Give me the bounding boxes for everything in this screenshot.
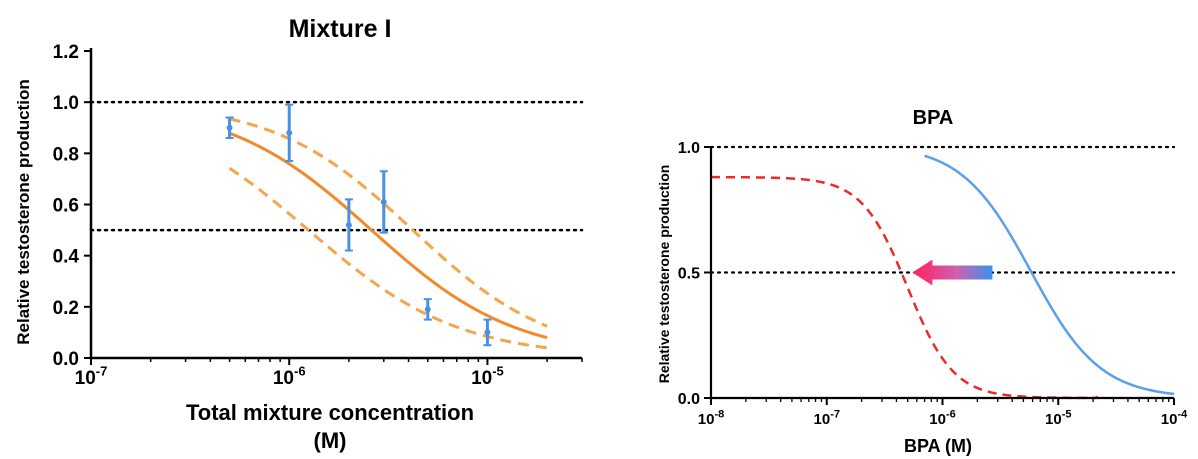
bpa-y-axis-label: Relative testosterone production xyxy=(656,165,672,384)
bpa-x-tick-label-3: 10-5 xyxy=(1045,408,1071,428)
bpa-reference-lines xyxy=(709,145,1176,274)
mixture-point-marker-1 xyxy=(286,129,293,136)
mixture-fit-line xyxy=(229,131,548,340)
mixture-data-point-1 xyxy=(285,103,294,163)
mixture-x-axis-unit: (M) xyxy=(314,428,347,453)
mixture-point-marker-3 xyxy=(380,198,387,205)
mixture-y-tick-label-1: 0.2 xyxy=(53,298,79,319)
mixture-x-tick-label-2: 10-5 xyxy=(471,363,504,389)
bpa-x-tick-label-1: 10-7 xyxy=(814,408,840,428)
bpa-x-tick-label-0: 10-8 xyxy=(698,408,724,428)
mixture-ci-upper xyxy=(229,117,548,328)
mixture-chart-title: Mixture I xyxy=(289,15,392,43)
mixture-reference-lines xyxy=(89,100,584,232)
bpa-shift-arrow-shape xyxy=(912,259,993,286)
bpa-x-tick-label-2: 10-6 xyxy=(929,408,955,428)
mixture-x-tick-label-1: 10-6 xyxy=(273,363,306,389)
bpa-chart: BPA Relative testosterone production BPA… xyxy=(656,107,1188,456)
mixture-x-axis-label: Total mixture concentration xyxy=(186,400,474,425)
bpa-axes: 0.0 0.5 1.0 10-8 10-7 10-6 10-5 10-4 xyxy=(678,140,1188,428)
mixture-point-marker-0 xyxy=(226,124,233,131)
mixture-chart: Mixture I Relative testosterone producti… xyxy=(14,15,584,453)
mixture-data-point-0 xyxy=(225,116,234,139)
mixture-x-tick-label-0: 10-7 xyxy=(75,363,108,389)
bpa-y-tick-label-0: 0.0 xyxy=(678,391,700,408)
bpa-chart-title: BPA xyxy=(913,107,954,129)
mixture-y-tick-label-0: 0.0 xyxy=(53,349,79,370)
mixture-point-marker-2 xyxy=(345,221,352,228)
mixture-data-point-3 xyxy=(379,170,388,234)
mixture-data-point-2 xyxy=(344,198,353,252)
bpa-x-tick-label-4: 10-4 xyxy=(1161,408,1188,428)
mixture-fit-curve xyxy=(229,131,548,340)
mixture-y-tick-label-4: 0.8 xyxy=(53,144,79,165)
bpa-shift-arrow xyxy=(912,259,993,286)
mixture-point-marker-4 xyxy=(424,306,431,313)
mixture-data-points xyxy=(225,103,492,347)
mixture-y-tick-label-6: 1.2 xyxy=(53,42,79,63)
bpa-y-tick-label-1: 0.5 xyxy=(678,266,700,283)
mixture-data-point-4 xyxy=(423,298,432,321)
mixture-confidence-band xyxy=(228,117,548,350)
mixture-y-axis-label: Relative testosterone production xyxy=(14,79,33,344)
mixture-axes: 0.0 0.2 0.4 0.6 0.8 1.0 1.2 10-7 10-6 10-5 xyxy=(53,42,583,389)
mixture-y-tick-label-3: 0.6 xyxy=(53,196,79,217)
mixture-ci-lower xyxy=(228,167,548,350)
bpa-x-axis-label: BPA (M) xyxy=(904,436,972,456)
bpa-y-tick-label-2: 1.0 xyxy=(678,140,700,157)
mixture-y-tick-label-5: 1.0 xyxy=(53,93,79,114)
mixture-data-point-5 xyxy=(483,318,492,347)
mixture-y-tick-label-2: 0.4 xyxy=(53,247,80,268)
mixture-point-marker-5 xyxy=(484,329,491,336)
bpa-alone-curve xyxy=(924,154,1175,396)
